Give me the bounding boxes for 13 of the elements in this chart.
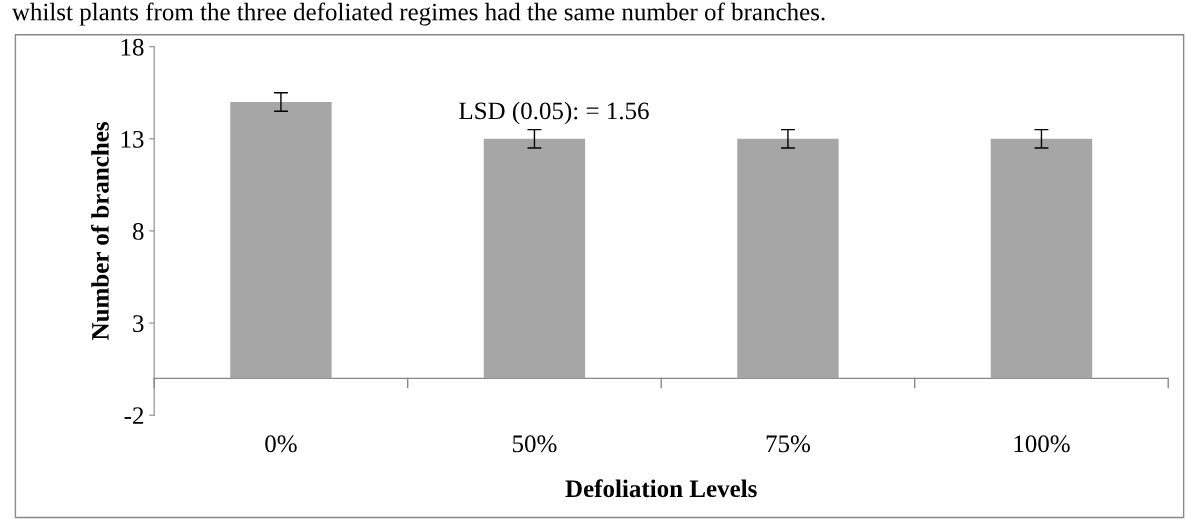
y-tick-label: 3 [133,315,144,332]
y-tick-label: -2 [124,407,144,424]
y-axis-title: Number of branches [90,122,109,340]
x-tick-label: 75% [766,435,811,453]
y-tick-label: 8 [132,223,144,240]
x-axis-title: Defoliation Levels [565,479,757,498]
y-tick-label: 18 [121,38,144,56]
x-tick-label: 0% [265,435,297,453]
x-tick-label: 100% [1014,435,1070,453]
annotation: LSD (0.05): = 1.56 [459,101,649,125]
text: whilst plants from the three defoliated regimes had the same number of branches. [11,2,825,26]
y-tick-label: 13 [121,130,144,148]
x-tick-label: 50% [512,435,557,453]
